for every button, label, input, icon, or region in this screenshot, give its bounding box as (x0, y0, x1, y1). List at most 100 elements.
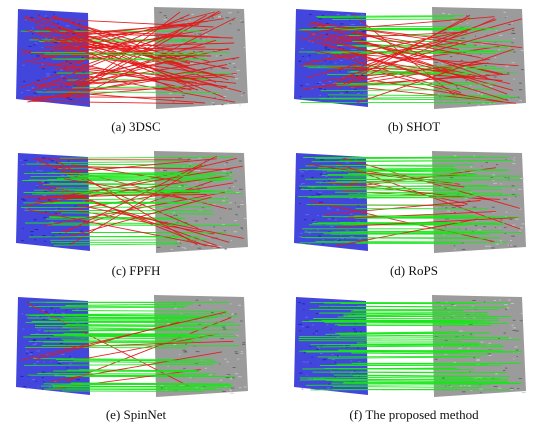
source-cloud-texture (20, 92, 23, 94)
target-cloud-texture (219, 363, 221, 365)
target-cloud-texture (161, 195, 165, 197)
target-cloud-texture (228, 187, 231, 189)
source-cloud-texture (299, 330, 302, 332)
source-cloud-texture (33, 92, 38, 94)
correct-match-line (298, 195, 508, 197)
source-cloud-texture (63, 67, 66, 69)
target-cloud-texture (241, 200, 243, 202)
source-cloud-texture (35, 380, 38, 382)
source-cloud-texture (24, 209, 28, 211)
source-cloud-texture (358, 375, 360, 377)
target-cloud-texture (511, 22, 513, 24)
source-cloud-texture (326, 324, 329, 326)
wrong-match-line (307, 24, 459, 50)
correct-match-line (307, 67, 505, 70)
target-cloud-texture (441, 346, 443, 348)
target-cloud-texture (166, 17, 168, 18)
target-cloud-texture (521, 392, 526, 394)
source-cloud-texture (25, 350, 29, 352)
target-cloud-texture (493, 102, 496, 104)
target-cloud-texture (509, 218, 513, 220)
wrong-match-line (78, 24, 187, 34)
target-cloud-texture (457, 193, 459, 195)
source-cloud-texture (36, 79, 40, 81)
target-cloud-texture (478, 376, 480, 378)
target-cloud-texture (449, 177, 454, 179)
target-cloud-texture (447, 210, 451, 212)
correct-match-line (351, 352, 489, 355)
source-cloud-texture (331, 372, 335, 374)
target-cloud-texture (443, 234, 446, 236)
source-cloud-texture (350, 236, 354, 237)
target-cloud-texture (477, 91, 479, 93)
source-cloud-texture (339, 70, 341, 72)
source-cloud-texture (50, 383, 55, 385)
source-cloud-texture (322, 359, 327, 361)
target-cloud-texture (483, 226, 486, 228)
target-cloud-texture (460, 385, 463, 387)
target-cloud-texture (172, 97, 176, 99)
target-cloud-texture (493, 182, 497, 184)
source-cloud-texture (300, 171, 304, 173)
target-cloud-texture (157, 246, 161, 248)
correct-match-line (334, 320, 491, 323)
source-cloud-texture (60, 354, 65, 355)
target-cloud-texture (215, 55, 218, 57)
correct-match-line (326, 169, 488, 172)
target-cloud-texture (159, 11, 162, 13)
source-cloud-texture (328, 180, 331, 182)
target-cloud-texture (174, 307, 177, 309)
target-cloud-texture (458, 41, 462, 43)
correct-match-line (327, 187, 502, 190)
source-cloud-texture (340, 23, 344, 25)
target-cloud-texture (495, 29, 497, 31)
source-cloud-texture (316, 348, 319, 350)
source-cloud-texture (42, 235, 46, 237)
source-cloud-texture (67, 160, 70, 162)
target-cloud-texture (467, 385, 471, 387)
source-cloud-texture (357, 93, 360, 95)
source-cloud-texture (80, 230, 83, 232)
source-cloud-texture (298, 61, 301, 63)
target-cloud-texture (213, 247, 217, 249)
target-cloud-texture (512, 189, 515, 191)
target-cloud-texture (454, 212, 456, 213)
source-cloud-texture (30, 234, 34, 236)
target-cloud-texture (452, 315, 455, 317)
target-cloud-texture (240, 352, 243, 354)
correct-match-line (63, 332, 234, 335)
source-cloud-texture (318, 66, 320, 68)
correct-match-line (49, 182, 183, 185)
source-cloud-texture (50, 31, 53, 33)
correct-match-line (61, 390, 205, 392)
target-cloud-texture (179, 384, 184, 386)
target-cloud-texture (222, 390, 226, 392)
target-cloud-texture (170, 248, 173, 250)
target-cloud-texture (188, 163, 192, 165)
source-cloud-texture (317, 215, 319, 217)
source-cloud-texture (35, 185, 39, 187)
target-cloud-texture (519, 227, 523, 229)
target-cloud-texture (237, 358, 240, 360)
source-cloud-texture (50, 313, 54, 315)
source-cloud-texture (61, 312, 65, 314)
target-cloud-texture (230, 392, 235, 394)
target-cloud-texture (515, 330, 519, 332)
target-cloud-texture (172, 101, 175, 103)
source-cloud-texture (331, 359, 335, 360)
target-cloud-texture (177, 240, 180, 242)
source-cloud-texture (316, 313, 318, 315)
wrong-match-line (27, 64, 228, 103)
wrong-match-line (32, 100, 194, 105)
target-cloud-texture (448, 384, 451, 386)
source-cloud-texture (327, 207, 329, 209)
wrong-match-line (314, 22, 466, 46)
target-cloud-texture (475, 35, 476, 37)
target-cloud-texture (480, 43, 485, 45)
source-cloud-texture (311, 324, 315, 326)
correct-match-line (343, 175, 521, 178)
source-cloud-texture (45, 37, 48, 39)
correct-match-line (301, 96, 519, 99)
target-cloud-texture (476, 363, 480, 365)
target-cloud-texture (461, 170, 465, 172)
